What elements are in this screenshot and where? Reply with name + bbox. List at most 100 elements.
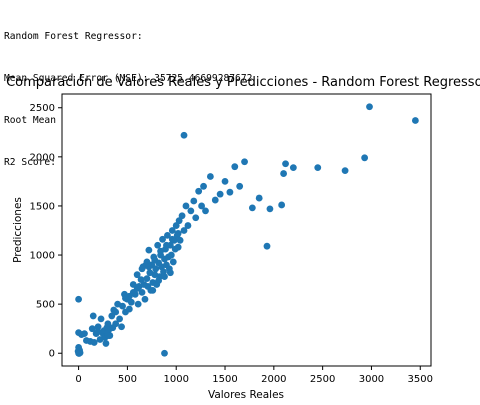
data-point: [94, 323, 102, 331]
data-point: [112, 308, 120, 316]
y-tick-label: 1000: [30, 251, 55, 262]
plot-area: [61, 93, 432, 367]
data-point: [341, 167, 349, 174]
data-point: [138, 288, 146, 296]
data-point: [159, 235, 166, 243]
x-tick-label: 2000: [261, 374, 286, 385]
data-point: [314, 164, 322, 172]
data-point: [180, 227, 188, 234]
data-point: [168, 235, 176, 243]
data-point: [75, 350, 83, 357]
data-point: [411, 117, 419, 124]
data-point: [211, 196, 219, 204]
data-point: [134, 300, 142, 308]
data-point: [122, 294, 129, 302]
data-point: [145, 246, 153, 254]
data-point: [241, 158, 248, 166]
data-point: [161, 273, 168, 281]
data-point: [266, 205, 274, 213]
data-point: [104, 320, 112, 328]
x-tick-label: 3000: [359, 374, 384, 385]
data-point: [151, 256, 159, 264]
data-point: [206, 173, 214, 180]
data-point: [255, 194, 263, 202]
data-point: [133, 271, 141, 279]
data-point: [278, 201, 286, 209]
data-point: [141, 295, 149, 303]
y-tick-label: 500: [36, 300, 55, 311]
data-point: [226, 188, 234, 196]
data-point: [125, 305, 133, 313]
data-point: [127, 298, 135, 306]
data-point: [163, 241, 170, 249]
data-point: [81, 330, 88, 337]
data-point: [174, 230, 182, 237]
data-point: [192, 214, 200, 222]
data-point: [178, 212, 186, 220]
data-point: [164, 232, 171, 239]
x-tick-label: 2500: [310, 374, 335, 385]
data-point: [231, 163, 239, 171]
data-point: [168, 227, 176, 234]
data-point: [366, 103, 373, 111]
data-point: [190, 197, 198, 205]
data-point: [109, 324, 117, 332]
data-point: [119, 302, 126, 310]
data-point: [221, 177, 229, 185]
data-point: [236, 182, 244, 190]
y-tick-label: 2500: [30, 103, 55, 114]
data-point: [152, 265, 160, 273]
data-point: [149, 286, 157, 294]
data-point: [176, 236, 184, 244]
x-tick-label: 500: [118, 374, 137, 385]
x-axis-label: Valores Reales: [208, 389, 284, 401]
data-point: [282, 160, 289, 168]
data-point: [157, 247, 164, 255]
x-tick-label: 1000: [163, 374, 188, 385]
data-point: [97, 315, 105, 323]
data-point: [175, 217, 183, 225]
data-point: [187, 207, 195, 215]
data-point: [143, 275, 151, 283]
y-axis-label: Predicciones: [12, 197, 24, 263]
chart-title: Comparación de Valores Reales y Predicci…: [6, 75, 480, 90]
data-point: [88, 325, 96, 333]
output-line: Random Forest Regressor:: [4, 31, 143, 42]
data-point: [361, 154, 369, 162]
y-tick-label: 1500: [30, 201, 55, 212]
data-point: [166, 269, 174, 277]
x-tick-label: 0: [75, 374, 81, 385]
x-tick-label: 3500: [408, 374, 433, 385]
data-point: [89, 312, 97, 320]
data-point: [200, 182, 207, 190]
data-point: [216, 190, 224, 198]
data-point: [155, 277, 163, 284]
x-axis: 0 500 1000 1500 2000 2500 3000 3500: [75, 366, 433, 385]
data-point: [248, 204, 256, 212]
data-point: [184, 222, 192, 229]
output-line: Mean Squared Error (MSE): 35725.46699287…: [4, 73, 253, 84]
data-point: [102, 340, 110, 347]
data-point: [263, 242, 271, 250]
data-point: [104, 332, 112, 339]
data-point: [138, 265, 146, 273]
x-tick-label: 1500: [212, 374, 237, 385]
data-point: [75, 343, 82, 351]
data-point: [118, 323, 125, 331]
data-point: [174, 243, 182, 251]
data-point: [154, 241, 162, 249]
data-point: [172, 222, 180, 229]
data-point: [145, 263, 153, 271]
data-point: [202, 207, 209, 215]
data-point: [116, 315, 123, 323]
data-point: [289, 164, 297, 172]
scatter-points: [74, 103, 419, 357]
data-point: [182, 202, 190, 210]
y-tick-label: 0: [49, 349, 55, 360]
data-point: [280, 170, 287, 177]
data-point: [94, 328, 102, 336]
data-point: [198, 202, 205, 210]
data-point: [180, 131, 188, 139]
data-point: [137, 276, 145, 283]
